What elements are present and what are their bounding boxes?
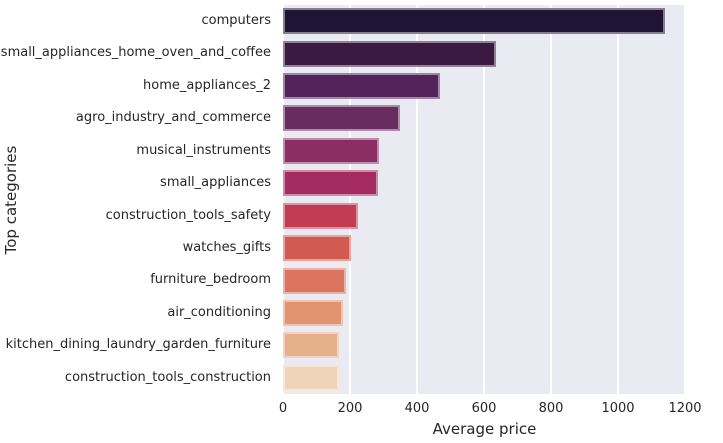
- gridline-x-600: [483, 5, 485, 394]
- plot-area: [282, 5, 686, 394]
- bar-small_appliances: [283, 170, 379, 197]
- ytick-label-construction_tools_construction: construction_tools_construction: [64, 369, 271, 385]
- xtick-label-200: 200: [337, 401, 363, 416]
- ytick-label-kitchen_dining_laundry_garden_furniture: kitchen_dining_laundry_garden_furniture: [5, 337, 271, 353]
- gridline-x-0: [282, 5, 284, 394]
- ytick-label-home_appliances_2: home_appliances_2: [143, 77, 271, 93]
- gridline-x-1000: [617, 5, 619, 394]
- gridline-x-800: [550, 5, 552, 394]
- ytick-label-small_appliances: small_appliances: [160, 175, 271, 191]
- bar-kitchen_dining_laundry_garden_furniture: [283, 332, 340, 359]
- xtick-label-1200: 1200: [668, 401, 702, 416]
- ytick-label-construction_tools_safety: construction_tools_safety: [105, 207, 271, 223]
- xtick-label-400: 400: [404, 401, 430, 416]
- x-axis-title: Average price: [432, 420, 537, 438]
- xtick-label-1000: 1000: [601, 401, 635, 416]
- ytick-label-musical_instruments: musical_instruments: [136, 142, 271, 158]
- bar-agro_industry_and_commerce: [283, 105, 401, 132]
- bar-air_conditioning: [283, 299, 343, 326]
- xtick-label-600: 600: [471, 401, 497, 416]
- ytick-label-agro_industry_and_commerce: agro_industry_and_commerce: [75, 110, 271, 126]
- bar-musical_instruments: [283, 137, 380, 164]
- xtick-label-800: 800: [538, 401, 564, 416]
- gridline-x-1200: [684, 5, 686, 394]
- bar-watches_gifts: [283, 235, 351, 262]
- bar-home_appliances_2: [283, 73, 440, 100]
- gridline-x-400: [416, 5, 418, 394]
- bar-construction_tools_construction: [283, 364, 339, 391]
- ytick-label-small_appliances_home_oven_and_coffee: small_appliances_home_oven_and_coffee: [0, 45, 271, 61]
- ytick-label-watches_gifts: watches_gifts: [182, 239, 271, 255]
- bar-computers: [283, 8, 665, 35]
- bar-construction_tools_safety: [283, 202, 359, 229]
- xtick-label-0: 0: [278, 401, 288, 416]
- ytick-label-furniture_bedroom: furniture_bedroom: [150, 272, 271, 288]
- gridline-x-200: [349, 5, 351, 394]
- bar-small_appliances_home_oven_and_coffee: [283, 40, 497, 67]
- ytick-label-computers: computers: [201, 13, 271, 28]
- bar-furniture_bedroom: [283, 267, 346, 294]
- ytick-label-air_conditioning: air_conditioning: [167, 304, 271, 320]
